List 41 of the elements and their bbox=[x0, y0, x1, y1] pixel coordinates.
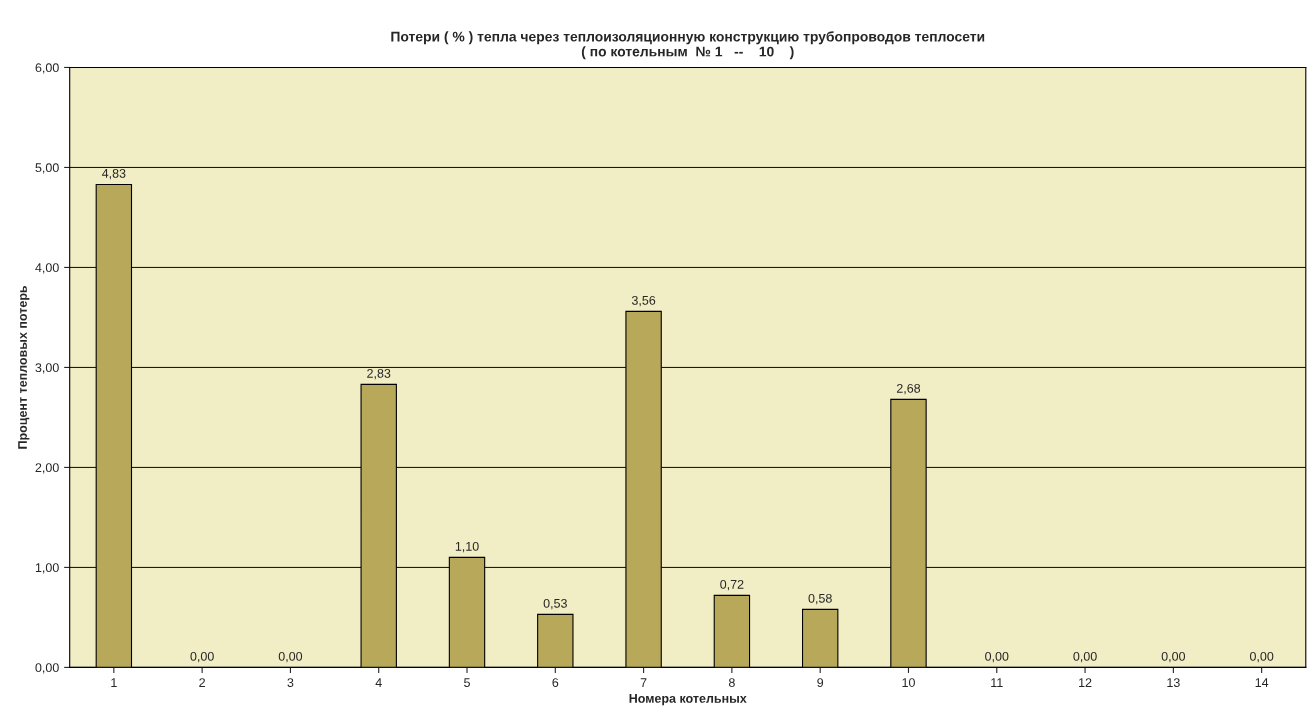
chart-title: Потери ( % ) тепла через теплоизоляционную конструкцию трубопроводов теплосети ( по котельным № 1 -- 10 ) bbox=[391, 31, 985, 60]
y-tick-label: 4,00 bbox=[35, 263, 59, 274]
data-label: 0,72 bbox=[720, 579, 744, 591]
data-label: 0,00 bbox=[278, 651, 303, 663]
x-tick-label: 13 bbox=[1167, 678, 1180, 687]
data-label: 0,00 bbox=[1249, 651, 1274, 663]
bar bbox=[713, 594, 751, 668]
data-label: 0,00 bbox=[985, 651, 1009, 663]
x-tick-label: 1 bbox=[111, 678, 117, 687]
y-axis-title: Процент тепловых потерь bbox=[18, 285, 30, 449]
data-label: 4,83 bbox=[101, 168, 126, 180]
bar bbox=[537, 613, 574, 668]
x-tick-label: 8 bbox=[728, 678, 735, 687]
data-label: 1,10 bbox=[455, 541, 479, 553]
x-tick-label: 10 bbox=[902, 678, 915, 687]
y-tick-label: 0,00 bbox=[35, 663, 59, 674]
x-tick-label: 7 bbox=[640, 678, 647, 687]
data-label: 0,00 bbox=[1161, 651, 1186, 663]
x-tick-label: 6 bbox=[552, 678, 559, 687]
y-tick-label: 5,00 bbox=[35, 163, 59, 174]
data-label: 2,83 bbox=[367, 368, 391, 380]
x-tick-label: 2 bbox=[199, 678, 205, 687]
y-tick-label: 6,00 bbox=[35, 63, 59, 74]
x-tick-label: 11 bbox=[991, 678, 1003, 687]
bar bbox=[801, 608, 839, 668]
data-label: 3,56 bbox=[631, 295, 656, 307]
y-tick-label: 2,00 bbox=[35, 463, 59, 474]
x-tick-label: 9 bbox=[817, 678, 824, 687]
data-label: 0,53 bbox=[543, 598, 567, 610]
y-tick-label: 3,00 bbox=[35, 363, 59, 374]
data-label: 0,58 bbox=[808, 593, 832, 605]
x-tick-label: 4 bbox=[375, 678, 382, 687]
x-tick-label: 3 bbox=[287, 678, 294, 687]
data-label: 0,00 bbox=[1073, 651, 1097, 663]
x-tick-label: 14 bbox=[1255, 678, 1269, 687]
x-tick-label: 12 bbox=[1079, 678, 1092, 687]
y-tick-label: 1,00 bbox=[35, 563, 59, 574]
data-label: 2,68 bbox=[896, 383, 921, 395]
x-axis-title: Номера котельных bbox=[629, 694, 747, 706]
x-tick-label: 5 bbox=[464, 678, 470, 687]
data-label: 0,00 bbox=[190, 651, 214, 663]
